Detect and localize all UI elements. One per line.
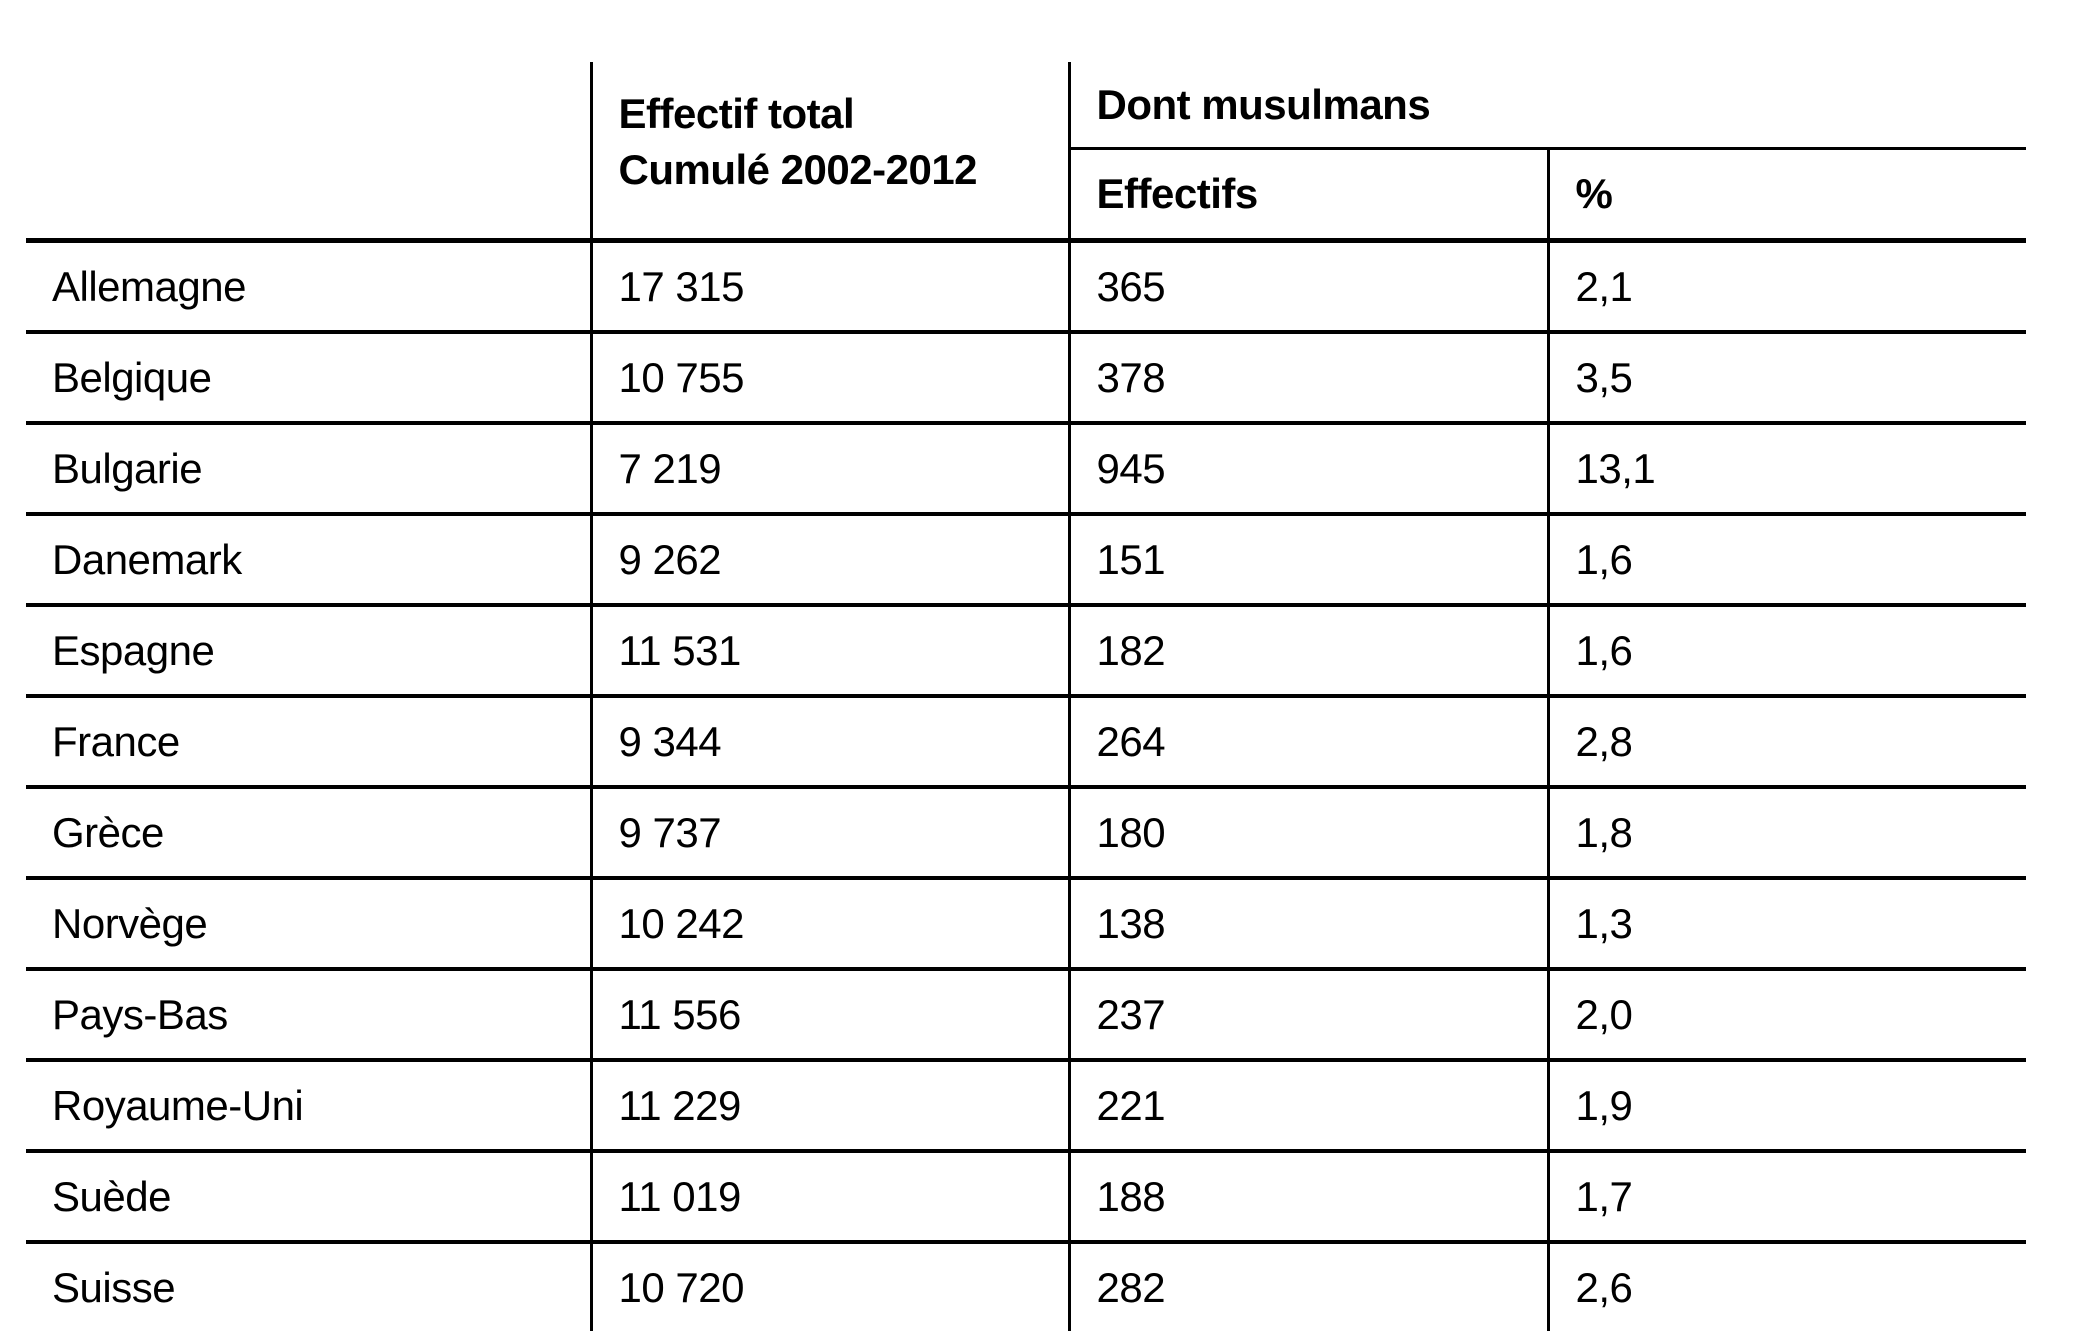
country-cell: Danemark <box>26 514 591 607</box>
table-row: Espagne 11 531 182 1,6 <box>26 605 2027 698</box>
total-cell: 10 242 <box>589 878 1069 971</box>
table-row: Royaume-Uni 11 229 221 1,9 <box>26 1060 2027 1153</box>
table-row: France 9 344 264 2,8 <box>26 696 2027 789</box>
muslim-count-cell: 180 <box>1067 787 1548 880</box>
country-cell: Suisse <box>52 1263 176 1311</box>
muslim-pct-cell: 13,1 <box>1546 423 2027 516</box>
country-cell: Bulgarie <box>26 423 591 516</box>
muslim-count-cell: 138 <box>1067 878 1548 971</box>
country-cell: Norvège <box>26 878 591 971</box>
total-cell: 9 737 <box>589 787 1069 880</box>
table-row: Suisse 10 720 282 2,6 <box>26 1242 2027 1331</box>
muslim-pct-cell: 1,8 <box>1546 787 2027 880</box>
muslim-pct-cell: 1,7 <box>1546 1151 2027 1244</box>
country-cell: Suède <box>26 1151 591 1244</box>
muslim-count-cell: 237 <box>1067 969 1548 1062</box>
table-row: Bulgarie 7 219 945 13,1 <box>26 423 2027 516</box>
muslim-count-cell: 282 <box>1067 1242 1548 1331</box>
muslim-pct-cell: 1,6 <box>1546 605 2027 698</box>
total-cell: 7 219 <box>589 423 1069 516</box>
muslim-count-cell: 365 <box>1067 238 1548 334</box>
total-cell: 9 262 <box>589 514 1069 607</box>
muslim-pct-cell: 1,6 <box>1546 514 2027 607</box>
col-header-effectif-total-line1: Effectif total <box>618 90 855 137</box>
total-cell: 10 720 <box>589 1242 1069 1331</box>
table-row: Danemark 9 262 151 1,6 <box>26 514 2027 607</box>
col-header-dont-musulmans: Dont musulmans <box>1067 62 2027 150</box>
total-cell: 10 755 <box>589 332 1069 425</box>
table-row: Norvège 10 242 138 1,3 <box>26 878 2027 971</box>
col-header-effectif-total: Effectif total Cumulé 2002-2012 <box>589 62 1069 241</box>
total-cell: 11 531 <box>589 605 1069 698</box>
total-cell: 11 229 <box>589 1060 1069 1153</box>
muslim-pct-cell: 2,8 <box>1546 696 2027 789</box>
country-cell: Espagne <box>26 605 591 698</box>
table-row: Belgique 10 755 378 3,5 <box>26 332 2027 425</box>
corner-empty-cell <box>26 62 591 241</box>
header-row-top: Effectif total Cumulé 2002-2012 Dont mus… <box>26 62 2027 241</box>
muslim-pct-cell: 2,6 <box>1546 1242 2027 1331</box>
muslim-count-cell: 378 <box>1067 332 1548 425</box>
table-row: Allemagne 17 315 365 2,1 <box>26 238 2027 334</box>
muslim-pct-cell: 1,3 <box>1546 878 2027 971</box>
total-cell: 11 019 <box>589 1151 1069 1244</box>
total-cell: 17 315 <box>589 238 1069 334</box>
muslim-pct-cell: 2,0 <box>1546 969 2027 1062</box>
country-cell: France <box>26 696 591 789</box>
muslim-count-cell: 151 <box>1067 514 1548 607</box>
header-row-sub: Effectifs % <box>26 148 2027 241</box>
country-cell: Allemagne <box>26 238 591 334</box>
table-row: Pays-Bas 11 556 237 2,0 <box>26 969 2027 1062</box>
muslim-pct-cell: 1,9 <box>1546 1060 2027 1153</box>
muslim-pct-cell: 3,5 <box>1546 332 2027 425</box>
muslim-count-cell: 221 <box>1067 1060 1548 1153</box>
muslim-count-cell: 264 <box>1067 696 1548 789</box>
table-row: Grèce 9 737 180 1,8 <box>26 787 2027 880</box>
total-cell: 11 556 <box>589 969 1069 1062</box>
muslim-count-cell: 182 <box>1067 605 1548 698</box>
country-cell: Pays-Bas <box>26 969 591 1062</box>
table-header: Effectif total Cumulé 2002-2012 Dont mus… <box>26 62 2027 241</box>
muslim-pct-cell: 2,1 <box>1546 238 2027 334</box>
country-cell: Grèce <box>26 787 591 880</box>
total-cell: 9 344 <box>589 696 1069 789</box>
col-header-effectifs: Effectifs <box>1067 148 1548 241</box>
survey-effectifs-table: Effectif total Cumulé 2002-2012 Dont mus… <box>26 62 2027 1331</box>
col-header-effectif-total-line2: Cumulé 2002-2012 <box>618 146 978 194</box>
country-cell: Belgique <box>26 332 591 425</box>
table-row: Suède 11 019 188 1,7 <box>26 1151 2027 1244</box>
col-header-percent: % <box>1546 148 2027 241</box>
muslim-count-cell: 188 <box>1067 1151 1548 1244</box>
muslim-count-cell: 945 <box>1067 423 1548 516</box>
table-body: Allemagne 17 315 365 2,1 Belgique 10 755… <box>26 238 2027 1331</box>
country-cell: Royaume-Uni <box>26 1060 591 1153</box>
